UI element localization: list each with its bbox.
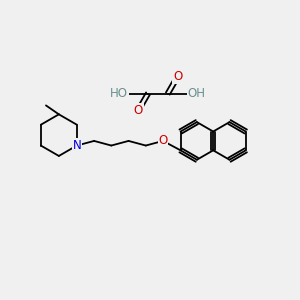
Text: N: N [73, 139, 81, 152]
Text: OH: OH [188, 87, 206, 100]
Text: HO: HO [110, 87, 128, 100]
Text: O: O [158, 134, 168, 147]
Text: O: O [173, 70, 182, 83]
Text: O: O [134, 104, 143, 117]
